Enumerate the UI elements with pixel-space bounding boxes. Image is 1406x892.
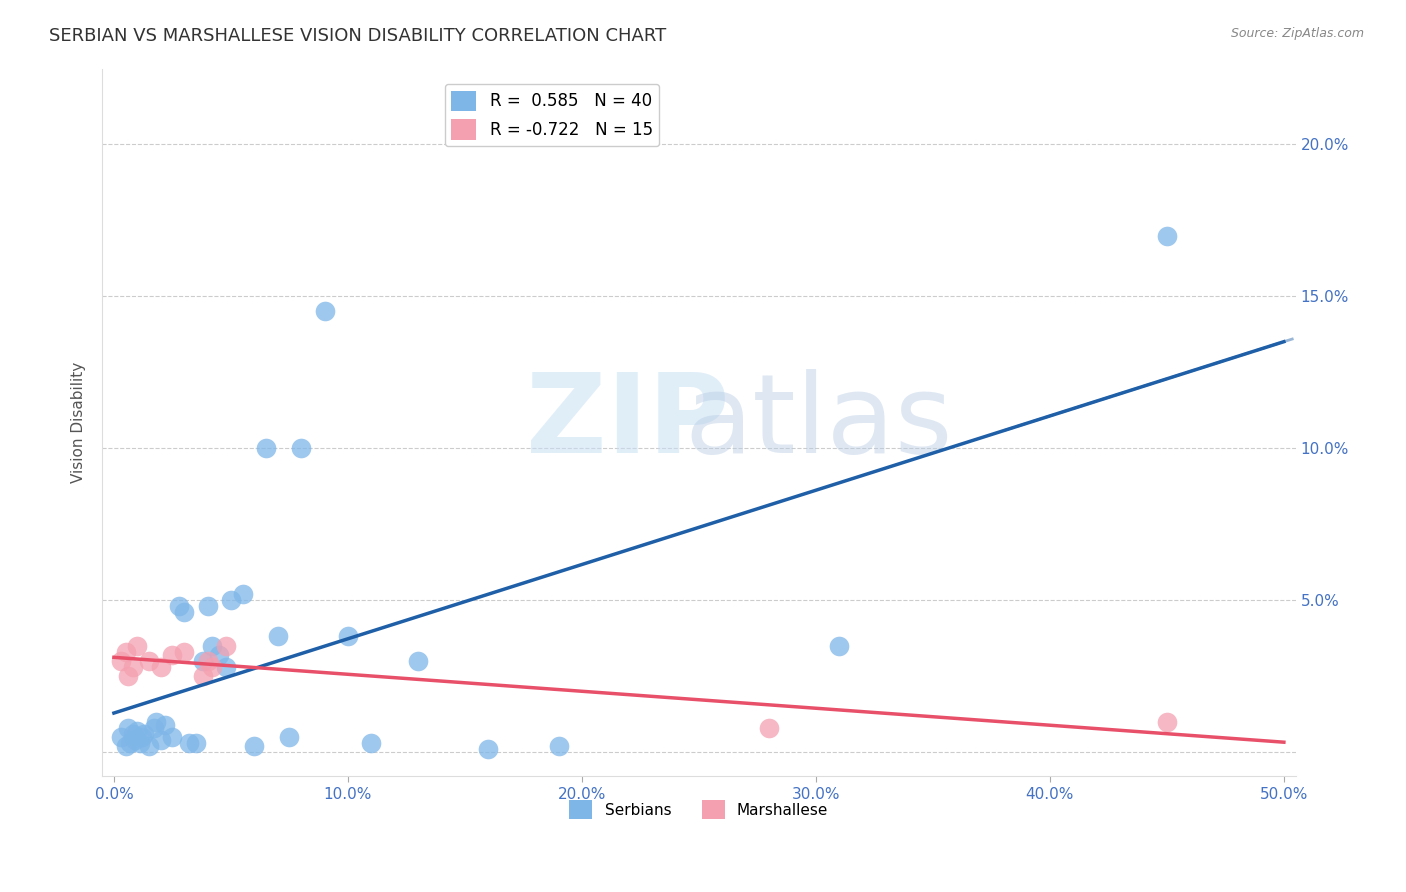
Text: ZIP: ZIP [526,369,728,475]
Point [254,441,277,455]
Legend: Serbians, Marshallese: Serbians, Marshallese [564,794,834,825]
Point [828,639,851,653]
Point [336,630,359,644]
Point [127,723,149,738]
Point [110,654,132,668]
Point [169,599,191,613]
Point [758,721,780,735]
Point [547,739,569,753]
Point [142,721,165,735]
Point [477,742,499,756]
Point [243,739,266,753]
Text: atlas: atlas [683,369,952,475]
Point [121,660,143,674]
Point [215,660,238,674]
Point [149,732,172,747]
Point [360,736,382,750]
Point [162,648,184,662]
Point [232,587,254,601]
Point [162,730,184,744]
Point [267,630,290,644]
Point [191,654,214,668]
Point [219,593,242,607]
Point [117,669,139,683]
Point [155,717,177,731]
Point [110,730,132,744]
Point [201,639,224,653]
Point [184,736,207,750]
Point [134,726,156,740]
Point [120,736,142,750]
Point [173,645,195,659]
Point [138,739,160,753]
Point [177,736,200,750]
Point [406,654,429,668]
Point [314,304,336,318]
Point [1156,714,1178,729]
Point [173,605,195,619]
Text: Source: ZipAtlas.com: Source: ZipAtlas.com [1230,27,1364,40]
Y-axis label: Vision Disability: Vision Disability [72,362,86,483]
Point [215,639,238,653]
Point [197,599,219,613]
Point [127,639,149,653]
Point [197,654,219,668]
Point [290,441,312,455]
Point [117,721,139,735]
Point [191,669,214,683]
Text: SERBIAN VS MARSHALLESE VISION DISABILITY CORRELATION CHART: SERBIAN VS MARSHALLESE VISION DISABILITY… [49,27,666,45]
Point [278,730,301,744]
Point [131,730,153,744]
Point [208,648,231,662]
Point [128,736,150,750]
Point [201,660,224,674]
Point [124,732,146,747]
Point [114,739,136,753]
Point [121,726,143,740]
Point [138,654,160,668]
Point [145,714,167,729]
Point [1156,228,1178,243]
Point [149,660,172,674]
Point [114,645,136,659]
